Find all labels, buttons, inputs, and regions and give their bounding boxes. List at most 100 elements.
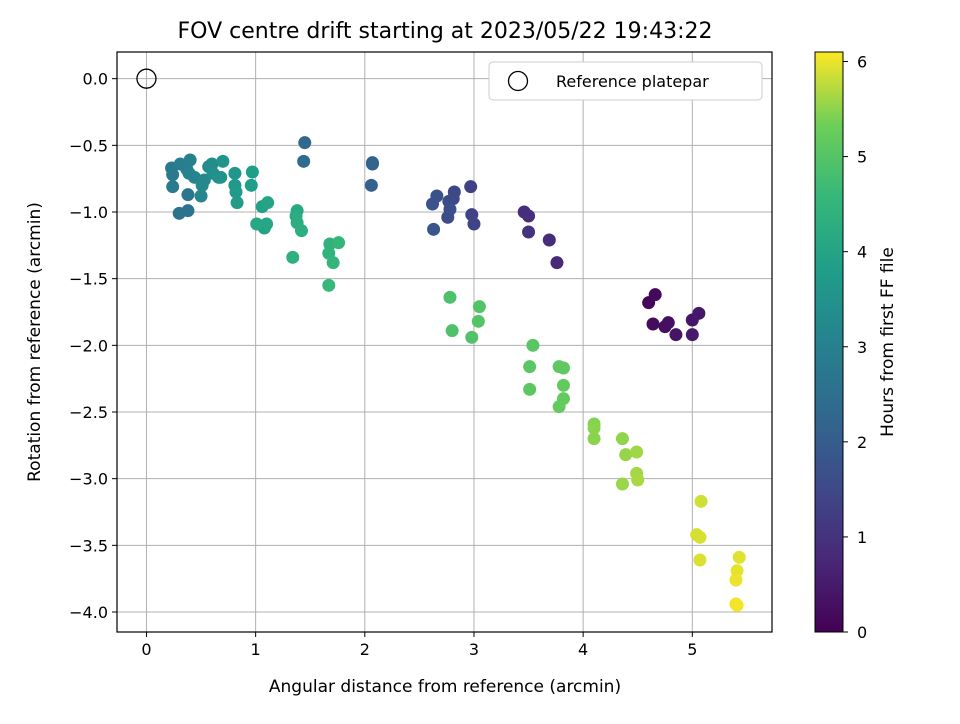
legend-label: Reference platepar — [556, 72, 709, 91]
colorbar-ticks: 0 1 2 3 4 5 6 — [843, 53, 867, 642]
data-point — [522, 225, 536, 239]
data-point — [732, 550, 746, 564]
data-point — [228, 166, 242, 180]
data-point — [214, 170, 228, 184]
y-tick-label: −1.5 — [69, 270, 108, 289]
data-point — [326, 256, 340, 270]
data-point — [550, 256, 564, 270]
data-point — [261, 196, 275, 210]
y-tick-label: −3.5 — [69, 536, 108, 555]
y-tick-label: 0.0 — [83, 70, 108, 89]
legend-box — [488, 61, 763, 101]
data-point — [556, 361, 570, 375]
data-point — [443, 290, 457, 304]
data-point — [286, 250, 300, 264]
chart-title: FOV centre drift starting at 2023/05/22 … — [178, 19, 713, 44]
y-axis-ticks: 0.0 −0.5 −1.0 −1.5 −2.0 −2.5 −3.0 −3.5 −4.0 — [69, 70, 117, 622]
data-point — [471, 314, 485, 328]
colorbar-label: Hours from first FF file — [878, 247, 898, 437]
data-point — [472, 300, 486, 314]
y-tick-label: −3.0 — [69, 470, 108, 489]
data-point — [587, 421, 601, 435]
x-tick-label: 3 — [469, 640, 479, 659]
data-point — [692, 306, 706, 320]
x-tick-label: 4 — [578, 640, 588, 659]
data-point — [425, 197, 439, 211]
data-point — [183, 153, 197, 167]
colorbar-tick-label: 2 — [857, 433, 867, 452]
data-point — [694, 494, 708, 508]
data-point — [669, 328, 683, 342]
data-point — [322, 278, 336, 292]
data-point — [244, 178, 258, 192]
data-point — [250, 217, 264, 231]
data-points — [136, 68, 746, 612]
data-point — [260, 217, 274, 231]
data-point — [522, 209, 536, 223]
data-point — [427, 222, 441, 236]
data-point — [556, 378, 570, 392]
reference-marker — [136, 68, 157, 89]
data-point — [693, 553, 707, 567]
x-tick-label: 5 — [687, 640, 697, 659]
data-point — [631, 473, 645, 487]
data-point — [194, 189, 208, 203]
colorbar-tick-label: 4 — [857, 243, 867, 262]
x-tick-label: 0 — [141, 640, 151, 659]
x-tick-label: 2 — [360, 640, 370, 659]
data-point — [729, 573, 743, 587]
data-point — [523, 382, 537, 396]
colorbar-tick-label: 0 — [857, 623, 867, 642]
colorbar: 0 1 2 3 4 5 6 Hours from first FF file — [814, 51, 898, 642]
colorbar-tick-label: 1 — [857, 528, 867, 547]
data-point — [181, 204, 195, 218]
data-point — [646, 317, 660, 331]
data-point — [166, 180, 180, 194]
data-point — [552, 400, 566, 414]
y-tick-label: −0.5 — [69, 136, 108, 155]
data-point — [332, 236, 346, 250]
legend: Reference platepar — [488, 61, 763, 101]
data-point — [181, 188, 195, 202]
data-point — [464, 180, 478, 194]
x-tick-label: 1 — [251, 640, 261, 659]
data-point — [443, 202, 457, 216]
data-point — [298, 136, 312, 150]
y-axis-label: Rotation from reference (arcmin) — [25, 202, 45, 482]
x-axis-ticks: 0 1 2 3 4 5 — [141, 632, 697, 659]
data-point — [216, 154, 230, 168]
data-point — [630, 445, 644, 459]
data-point — [648, 288, 662, 302]
data-point — [615, 477, 629, 491]
y-tick-label: −2.5 — [69, 403, 108, 422]
data-point — [230, 196, 244, 210]
x-axis-label: Angular distance from reference (arcmin) — [269, 677, 621, 697]
data-point — [297, 154, 311, 168]
data-point — [365, 156, 379, 170]
data-point — [465, 330, 479, 344]
data-point — [364, 178, 378, 192]
data-point — [294, 224, 308, 238]
data-point — [693, 530, 707, 544]
y-tick-label: −2.0 — [69, 336, 108, 355]
grid-lines — [117, 52, 772, 632]
plot-frame — [116, 51, 773, 633]
data-point — [587, 432, 601, 446]
data-point — [467, 217, 481, 231]
data-point — [619, 448, 633, 462]
data-point — [542, 233, 556, 247]
data-point — [245, 165, 259, 179]
colorbar-tick-label: 5 — [857, 148, 867, 167]
data-point — [445, 324, 459, 338]
legend-marker-icon — [507, 70, 529, 92]
y-tick-label: −1.0 — [69, 203, 108, 222]
data-point — [615, 432, 629, 446]
data-point — [685, 328, 699, 342]
data-point — [730, 598, 744, 612]
y-tick-label: −4.0 — [69, 603, 108, 622]
colorbar-tick-label: 3 — [857, 338, 867, 357]
colorbar-gradient — [814, 51, 844, 633]
data-point — [229, 185, 243, 199]
data-point — [166, 168, 180, 182]
